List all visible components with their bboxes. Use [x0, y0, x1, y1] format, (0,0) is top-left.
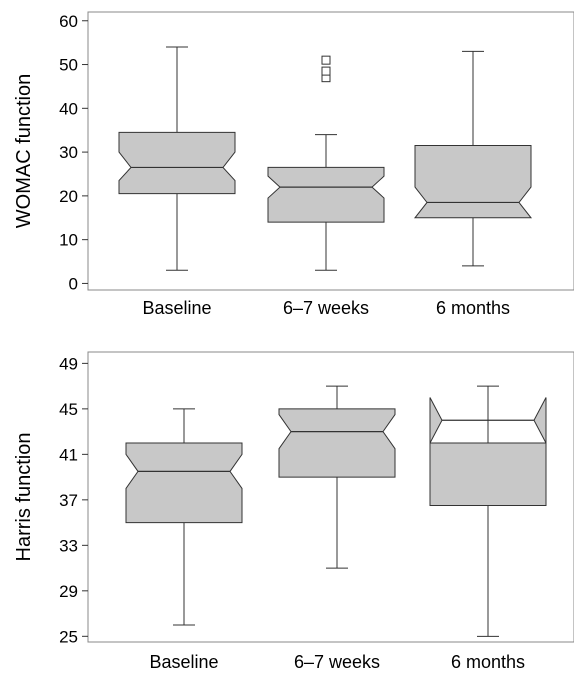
- y-tick-label: 60: [59, 12, 78, 31]
- y-tick-label: 25: [59, 627, 78, 646]
- womac-panel: 0 10 20 30 40 50 60 WOMAC function Baseline 6–7 w…: [13, 11, 574, 318]
- y-tick-label: 30: [59, 143, 78, 162]
- category-label: Baseline: [149, 652, 218, 672]
- category-label: 6 months: [436, 298, 510, 318]
- outlier-marker: [321, 55, 331, 65]
- category-label: 6 months: [451, 652, 525, 672]
- y-tick-label: 49: [59, 354, 78, 373]
- category-label: 6–7 weeks: [283, 298, 369, 318]
- y-tick-label: 50: [59, 56, 78, 75]
- y-axis-title: WOMAC function: [13, 74, 35, 228]
- notched-box: [278, 408, 396, 478]
- category-label: 6–7 weeks: [294, 652, 380, 672]
- outlier-marker: [321, 66, 331, 76]
- notched-box: [413, 145, 533, 219]
- y-tick-label: 40: [59, 99, 78, 118]
- notched-box: [429, 397, 547, 507]
- y-tick-label: 41: [59, 445, 78, 464]
- y-tick-label: 10: [59, 231, 78, 250]
- plot-frame: [87, 351, 574, 643]
- y-tick-label: 33: [59, 536, 78, 555]
- notched-box: [125, 442, 243, 524]
- category-label: Baseline: [142, 298, 211, 318]
- notched-box: [267, 166, 385, 223]
- y-axis-title: Harris function: [13, 433, 35, 562]
- y-tick-label: 29: [59, 582, 78, 601]
- y-tick-label: 37: [59, 491, 78, 510]
- plot-frame: [87, 11, 574, 291]
- harris-panel: 25 29 33 37 41 45 49 Harris function Baseline 6–7…: [13, 351, 574, 672]
- notched-box: [118, 131, 236, 195]
- y-tick-label: 20: [59, 187, 78, 206]
- y-tick-label: 0: [69, 274, 78, 293]
- y-tick-label: 45: [59, 400, 78, 419]
